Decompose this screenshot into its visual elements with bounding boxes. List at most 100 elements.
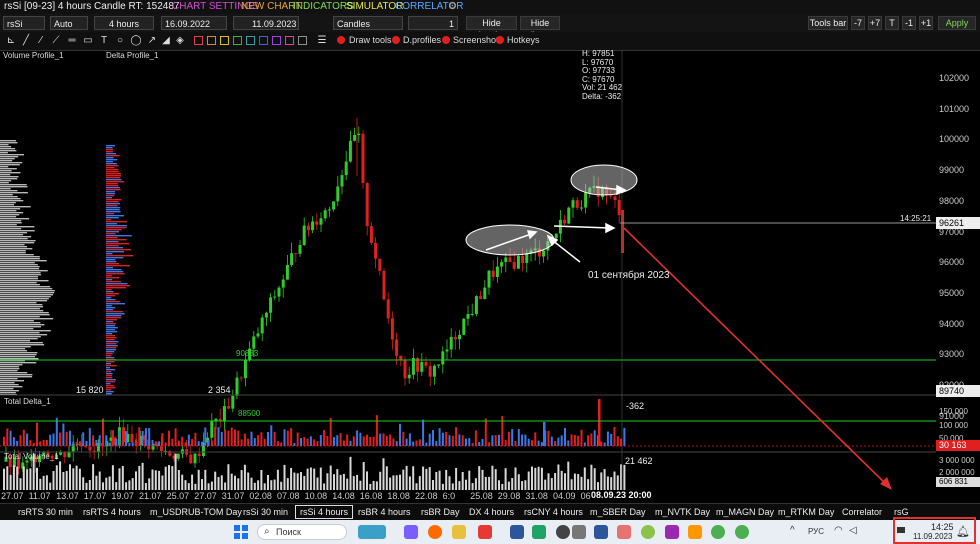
tray-chevron-icon[interactable]: ^ — [790, 525, 795, 536]
color-swatch-green[interactable] — [233, 36, 242, 45]
chart-tab[interactable]: DX 4 hours — [469, 507, 515, 517]
app-icon-6[interactable] — [617, 525, 631, 539]
rect-icon[interactable]: ▭ — [83, 35, 93, 46]
battery-icon[interactable] — [897, 527, 905, 533]
fill-icon[interactable]: ◈ — [176, 35, 184, 46]
correlator-menu[interactable]: CORRELATOR — [395, 1, 464, 12]
indicators-menu[interactable]: INDICATORS — [293, 1, 354, 12]
chart-tab[interactable]: rsRTS 4 hours — [83, 507, 141, 517]
taskbar-search[interactable]: ⌕ Поиск — [257, 524, 347, 540]
settings-sliders-icon[interactable]: ☰ — [317, 35, 327, 46]
delta-profile-bar — [106, 303, 125, 305]
plus1-button[interactable]: +1 — [919, 16, 933, 30]
d-profiles-button[interactable]: D.profiles — [403, 35, 442, 45]
line-icon[interactable]: ⁄ — [40, 35, 42, 46]
text-icon[interactable]: T — [100, 35, 108, 46]
chart-tab[interactable]: m_NVTK Day — [655, 507, 711, 517]
windows-start-icon[interactable] — [233, 524, 249, 540]
minus7-button[interactable]: -7 — [851, 16, 865, 30]
volume-bar — [201, 479, 203, 490]
widgets-icon[interactable] — [358, 525, 386, 539]
timeframe-select[interactable]: 4 hours — [94, 16, 154, 30]
clock-time[interactable]: 14:25 — [931, 522, 954, 532]
app-icon-8[interactable] — [665, 525, 679, 539]
pen-icon[interactable]: ╱ — [22, 35, 30, 46]
clock-date[interactable]: 11.09.2023 — [913, 532, 953, 541]
color-swatch-blue[interactable] — [259, 36, 268, 45]
color-swatch-orange[interactable] — [207, 36, 216, 45]
delta-profile-bar — [106, 231, 119, 233]
ray-icon[interactable]: ⟋ — [52, 35, 60, 46]
chart-tab[interactable]: rsG — [894, 507, 909, 517]
apply-button[interactable]: Apply — [938, 16, 976, 30]
app-icon-7[interactable] — [641, 525, 655, 539]
volume-profile-bar — [0, 168, 17, 170]
chart-type-select[interactable]: Candles — [333, 16, 403, 30]
chart-tab[interactable]: rsBR 4 hours — [358, 507, 411, 517]
color-swatch-red[interactable] — [194, 36, 203, 45]
date-from-input[interactable]: 16.09.2022 — [161, 16, 227, 30]
volume-bar — [72, 468, 75, 490]
t-button[interactable]: T — [885, 16, 899, 30]
folder-icon[interactable] — [452, 525, 466, 539]
axis-icon[interactable]: ⊾ — [6, 35, 16, 46]
color-swatch-teal[interactable] — [246, 36, 255, 45]
delta-profile-bar — [106, 187, 120, 189]
app-icon-11[interactable] — [735, 525, 749, 539]
hline-icon[interactable]: ═ — [68, 35, 76, 46]
chart-tab[interactable]: m_RTKM Day — [778, 507, 835, 517]
highlight-ellipse-1[interactable] — [465, 224, 555, 256]
chart-tab[interactable]: rsSi 4 hours — [295, 505, 354, 519]
notification-bell-icon[interactable]: 🔔︎ — [956, 526, 970, 538]
hotkeys-button[interactable]: Hotkeys — [507, 35, 540, 45]
ellipse-icon[interactable]: ◯ — [130, 35, 142, 46]
color-swatch-gray[interactable] — [298, 36, 307, 45]
word-icon[interactable] — [594, 525, 608, 539]
arrow-icon[interactable]: ↗ — [147, 35, 157, 46]
app-icon-2[interactable] — [478, 525, 492, 539]
chart-tab[interactable]: m_SBER Day — [590, 507, 646, 517]
chart-tab[interactable]: Correlator — [842, 507, 883, 517]
language-indicator[interactable]: РУС — [808, 527, 825, 536]
wifi-icon[interactable]: ◠ — [834, 525, 843, 536]
chart-tab[interactable]: rsBR Day — [421, 507, 460, 517]
firefox-icon[interactable] — [428, 525, 442, 539]
count-stepper[interactable]: 1 — [408, 16, 458, 30]
color-swatch-yellow[interactable] — [220, 36, 229, 45]
chart-tab[interactable]: rsRTS 30 min — [18, 507, 73, 517]
highlight-ellipse-2[interactable] — [570, 164, 638, 196]
price-axis[interactable]: 102000 101000 100000 99000 98000 97000 96000 95… — [936, 50, 980, 490]
app-icon-9[interactable] — [688, 525, 702, 539]
excel-icon[interactable] — [532, 525, 546, 539]
marker-icon[interactable]: ◢ — [162, 35, 170, 46]
tools-bar-button[interactable]: Tools bar — [808, 16, 848, 30]
gear-icon[interactable]: ⚙ — [448, 1, 457, 12]
plus7-button[interactable]: +7 — [868, 16, 882, 30]
new-chart-menu[interactable]: NEW CHART — [241, 1, 302, 12]
circle-icon[interactable]: ○ — [116, 35, 124, 46]
chart-tab[interactable]: m_USDRUB-TOM Day — [150, 507, 242, 517]
date-to-input[interactable]: 11.09.2023 — [233, 16, 299, 30]
simulator-menu[interactable]: SIMULATOR — [346, 1, 404, 12]
app-icon-4[interactable] — [556, 525, 570, 539]
hide-lines-button[interactable]: Hide lines — [520, 16, 560, 40]
app-icon-1[interactable] — [404, 525, 418, 539]
screenshot-button[interactable]: Screenshot — [453, 35, 499, 45]
app-icon-5[interactable] — [572, 525, 586, 539]
symbol-input[interactable]: rsSi — [3, 16, 45, 30]
volume-icon[interactable]: ◁ — [849, 525, 857, 536]
volume-bar — [408, 476, 411, 490]
chart-settings-menu[interactable]: CHART SETTINGS — [172, 1, 259, 12]
color-swatch-purple[interactable] — [272, 36, 281, 45]
chart-tab[interactable]: rsSi 30 min — [243, 507, 289, 517]
color-swatch-pink[interactable] — [285, 36, 294, 45]
chart-tab[interactable]: rsCNY 4 hours — [524, 507, 583, 517]
app-icon-3[interactable] — [510, 525, 524, 539]
price-chart[interactable] — [0, 50, 936, 490]
draw-tools-button[interactable]: Draw tools — [349, 35, 392, 45]
chart-tab[interactable]: m_MAGN Day — [716, 507, 775, 517]
hide-drawing-button[interactable]: Hide drawing — [466, 16, 517, 40]
minus1-button[interactable]: -1 — [902, 16, 916, 30]
app-icon-10[interactable] — [711, 525, 725, 539]
mode-select[interactable]: Auto — [50, 16, 88, 30]
